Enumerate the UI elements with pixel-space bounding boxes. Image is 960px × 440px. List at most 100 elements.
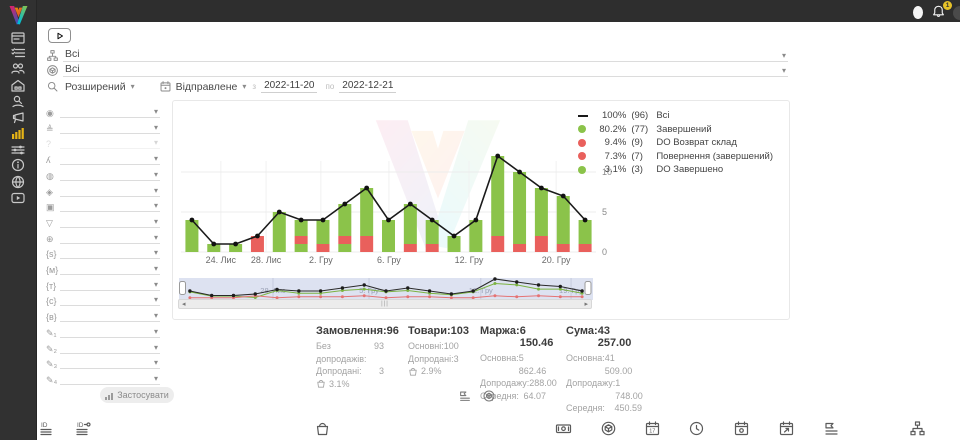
sidebar-item-warehouse[interactable] [10, 78, 26, 94]
scroll-left-arrow[interactable]: ◂ [182, 301, 186, 308]
to-label: по [325, 82, 335, 91]
sidebar-item-campaigns[interactable] [10, 109, 26, 125]
chevron-down-icon: ▾ [153, 358, 158, 368]
toolbar-hierarchy[interactable] [909, 420, 926, 437]
legend-item-4[interactable]: 7.3% (7) Повернення (завершений) [578, 150, 773, 164]
help-icon: ? [46, 139, 52, 150]
svg-text:5: 5 [602, 207, 607, 217]
toolbar-banknote[interactable] [555, 420, 572, 437]
sitemap-icon: ʎ [46, 155, 51, 166]
svg-text:20. Гру: 20. Гру [542, 255, 571, 265]
toolbar-calendar-arrow[interactable] [778, 420, 795, 437]
orders-list-view-toggle[interactable] [458, 389, 472, 403]
from-label: з [252, 82, 257, 91]
search-icon[interactable] [46, 80, 59, 93]
orders-chart[interactable]: 0 5 10 24. Лис 28. Лис 2. Гру 6. Гру 12. Гру 20.… [173, 101, 787, 317]
filter-dropdown-7[interactable]: ▣ ▾ [46, 197, 160, 213]
var-s-icon: {s} [46, 249, 57, 260]
filter-dropdown-10[interactable]: {s} ▾ [46, 244, 160, 260]
upsell-rate-icon [317, 380, 325, 388]
filter-dropdown-14[interactable]: {в} ▾ [46, 307, 160, 323]
filter-dropdown-6[interactable]: ◈ ▾ [46, 182, 160, 197]
id-link-icon: ID [76, 422, 91, 436]
apply-button-label: Застосувати [117, 390, 169, 400]
customers-icon [11, 63, 25, 74]
toolbar-id-link[interactable]: ID [75, 420, 92, 437]
sidebar-item-orders[interactable] [10, 45, 26, 61]
filter-dropdown-15[interactable]: ✎₁ ▾ [46, 323, 160, 338]
scrollbar-grip[interactable]: ||| [381, 301, 389, 307]
sidebar-item-promo[interactable] [10, 93, 26, 109]
orders-list-view-icon [460, 391, 470, 401]
svg-text:0: 0 [602, 247, 607, 257]
filter-dropdown-12[interactable]: {т} ▾ [46, 276, 160, 291]
package-icon: ◈ [46, 186, 53, 197]
settings-sliders-icon [11, 145, 25, 155]
filter-row-products[interactable]: Всі ▾ [46, 62, 788, 77]
summary-stats: Замовлення: 96 Без допродажів: 93 Допродані:… [316, 325, 643, 415]
toolbar-statuses[interactable] [823, 420, 840, 437]
products-view-toggle[interactable] [482, 389, 496, 403]
svg-text:12. Гру: 12. Гру [469, 286, 493, 295]
avatar[interactable] [913, 6, 923, 19]
filter-dropdown-9[interactable]: ⊕ ▾ [46, 229, 160, 244]
toolbar-calendar-money[interactable] [733, 420, 750, 437]
sidebar-item-settings[interactable] [10, 142, 26, 158]
legend-item-5[interactable]: 3.1% (3) DO Завершено [578, 163, 773, 177]
sidebar-item-cards[interactable] [10, 30, 26, 46]
hierarchy-icon [910, 421, 925, 436]
toolbar-package[interactable] [600, 420, 617, 437]
svg-text:24. Лис: 24. Лис [206, 255, 237, 265]
stats-title: Сума: 43 257.00 [566, 325, 632, 349]
filter-dropdown-11[interactable]: {м} ▾ [46, 260, 160, 275]
tour-play-button[interactable] [48, 28, 71, 43]
scroll-right-arrow[interactable]: ▸ [584, 301, 588, 308]
filter-dropdown-17[interactable]: ✎₃ ▾ [46, 354, 160, 370]
legend-marker [578, 111, 589, 121]
calendar-icon [159, 80, 172, 93]
toolbar-bag[interactable] [314, 420, 331, 437]
toolbar-calendar-17[interactable]: 17 [644, 420, 661, 437]
filter-dropdown-13[interactable]: {с} ▾ [46, 291, 160, 307]
apply-button[interactable]: Застосувати [100, 387, 174, 403]
stats-title: Товари: 103 [408, 325, 469, 337]
legend-item-2[interactable]: 80.2% (77) Завершений [578, 123, 773, 137]
chevron-down-icon: ▾ [153, 122, 158, 132]
legend-item-1[interactable]: 100% (96) Всі [578, 109, 773, 123]
toolbar-clock[interactable] [688, 420, 705, 437]
filter-row-source[interactable]: Всі ▾ [46, 47, 788, 62]
advanced-filter-dropdown[interactable]: Розширений [65, 80, 126, 93]
campaigns-flag-icon [12, 112, 24, 124]
filter-dropdown-16[interactable]: ✎₂ ▾ [46, 339, 160, 354]
statuses-flag-icon [825, 422, 838, 435]
notifications-bell-icon[interactable] [931, 4, 946, 20]
filter-dropdown-5[interactable]: ◍ ▾ [46, 166, 160, 181]
filter-dropdown-2[interactable]: ≜ ▾ [46, 119, 160, 134]
clock-icon [689, 421, 704, 436]
filter-dropdown-4[interactable]: ʎ ▾ [46, 150, 160, 166]
filter-dropdown-18[interactable]: ✎₄ ▾ [46, 370, 160, 385]
date-type-dropdown[interactable]: Відправлене [175, 80, 238, 93]
mini-chart-scrollbar[interactable]: ◂ ▸ ||| [178, 299, 592, 309]
play-icon [57, 32, 63, 39]
sidebar-item-integrations[interactable] [10, 174, 26, 190]
filter-dropdown-1[interactable]: ◉ ▾ [46, 103, 160, 118]
toolbar-id-list[interactable]: ID [39, 420, 56, 437]
chevron-down-icon: ▾ [153, 216, 158, 226]
filter-dropdown-8[interactable]: ▽ ▾ [46, 213, 160, 228]
stats-column-4: Сума: 43 257.00 Основна: 41 509.00 Допродажу… [566, 325, 643, 413]
sidebar-item-info[interactable] [10, 157, 26, 173]
sidebar-item-video[interactable] [10, 190, 26, 206]
sidebar [0, 0, 37, 440]
mini-chart-icon [105, 390, 114, 400]
date-to-input[interactable]: 2022-12-21 [339, 80, 397, 93]
note-1-icon: ✎₁ [46, 327, 57, 338]
date-from-input[interactable]: 2022-11-20 [261, 80, 318, 93]
legend-item-3[interactable]: 9.4% (9) DO Возврат склад [578, 136, 773, 150]
avatar-secondary[interactable] [953, 6, 960, 20]
filter-dropdown-3[interactable]: ? ▾ [46, 134, 160, 150]
topbar: 1 [0, 0, 960, 22]
chevron-down-icon: ▾ [781, 66, 786, 75]
sidebar-item-customers[interactable] [10, 60, 26, 76]
sidebar-item-analytics[interactable] [10, 125, 26, 141]
